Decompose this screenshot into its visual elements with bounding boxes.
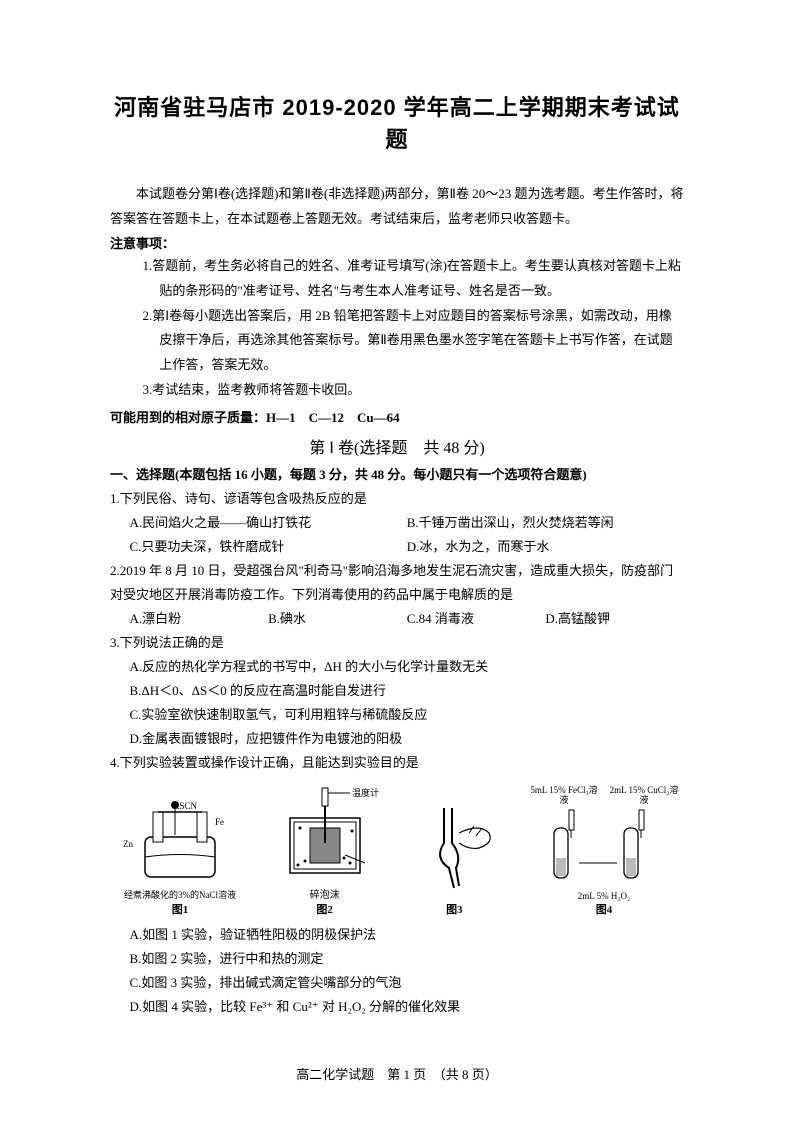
choice-section-heading: 一、选择题(本题包括 16 小题，每题 3 分，共 48 分。每小题只有一个选项… bbox=[110, 464, 684, 483]
test-tubes-icon bbox=[529, 808, 679, 888]
exam-page: 河南省驻马店市 2019-2020 学年高二上学期期末考试试题 本试题卷分第Ⅰ卷… bbox=[0, 0, 794, 1123]
question-1-options: A.民间焰火之最——确山打铁花 B.千锤万凿出深山，烈火焚烧若等闲 C.只要功夫… bbox=[110, 511, 684, 559]
q3-option-b: B.ΔH＜0、ΔS＜0 的反应在高温时能自发进行 bbox=[130, 679, 685, 703]
question-3-options: A.反应的热化学方程式的书写中，ΔH 的大小与化学计量数无关 B.ΔH＜0、ΔS… bbox=[110, 655, 684, 751]
question-4-options: A.如图 1 实验，验证牺牲阳极的阴极保护法 B.如图 2 实验，进行中和热的测… bbox=[110, 923, 684, 1019]
notice-item-1: 1.答题前，考生务必将自己的姓名、准考证号填写(涂)在答题卡上。考生要认真核对答… bbox=[159, 254, 684, 303]
fig1-label: 图1 bbox=[110, 901, 250, 917]
q4-option-a: A.如图 1 实验，验证牺牲阳极的阴极保护法 bbox=[130, 923, 685, 947]
fig3-label: 图3 bbox=[399, 901, 509, 917]
fig4-bottom-label: 2mL 5% H₂O₂ bbox=[524, 891, 684, 901]
question-2-stem: 2.2019 年 8 月 10 日，受超强台风"利奇马"影响沿海多地发生泥石流灾… bbox=[110, 559, 684, 607]
notice-heading: 注意事项： bbox=[110, 233, 684, 252]
figure-row: Zn Fe KSCN 经煮沸酸化的3%的NaCl溶液 图1 温度计 bbox=[110, 783, 684, 917]
q4-option-c: C.如图 3 实验，排出碱式滴定管尖嘴部分的气泡 bbox=[130, 971, 685, 995]
figure-3: 图3 bbox=[399, 798, 509, 917]
figure-2: 温度计 碎泡沫 图2 bbox=[265, 783, 385, 917]
svg-text:Fe: Fe bbox=[215, 817, 224, 827]
q2-option-b: B.碘水 bbox=[268, 607, 407, 631]
figure-4: 5mL 15% FeCl₃溶液 2mL 15% CuCl₂溶液 2mL 5% H… bbox=[524, 786, 684, 917]
question-3-stem: 3.下列说法正确的是 bbox=[110, 631, 684, 655]
q3-option-c: C.实验室欲快速制取氢气，可利用粗锌与稀硫酸反应 bbox=[130, 703, 685, 727]
q2-option-c: C.84 消毒液 bbox=[407, 607, 546, 631]
q3-option-d: D.金属表面镀银时，应把镀件作为电镀池的阳极 bbox=[130, 727, 685, 751]
page-title: 河南省驻马店市 2019-2020 学年高二上学期期末考试试题 bbox=[110, 90, 684, 154]
svg-text:温度计: 温度计 bbox=[352, 787, 379, 798]
notice-item-2: 2.第Ⅰ卷每小题选出答案后，用 2B 铅笔把答题卡上对应题目的答案标号涂黑，如需… bbox=[159, 304, 684, 378]
q1-option-d: D.冰，水为之，而寒于水 bbox=[407, 535, 684, 559]
section-1-heading: 第 Ⅰ 卷(选择题 共 48 分) bbox=[110, 434, 684, 458]
question-1-stem: 1.下列民俗、诗句、谚语等包含吸热反应的是 bbox=[110, 487, 684, 511]
q4-option-d: D.如图 4 实验，比较 Fe³⁺ 和 Cu²⁺ 对 H₂O₂ 分解的催化效果 bbox=[130, 995, 685, 1019]
q1-option-c: C.只要功夫深，铁杵磨成针 bbox=[130, 535, 407, 559]
q2-option-d: D.高锰酸钾 bbox=[545, 607, 684, 631]
q4-option-b: B.如图 2 实验，进行中和热的测定 bbox=[130, 947, 685, 971]
fig1-caption-liquid: 经煮沸酸化的3%的NaCl溶液 bbox=[110, 890, 250, 901]
svg-text:Zn: Zn bbox=[123, 839, 133, 849]
fig2-label: 图2 bbox=[265, 901, 385, 917]
apparatus-icon: Zn Fe KSCN bbox=[115, 797, 245, 887]
intro-paragraph: 本试题卷分第Ⅰ卷(选择题)和第Ⅱ卷(非选择题)两部分，第Ⅱ卷 20～23 题为选… bbox=[110, 182, 684, 231]
notice-item-3: 3.考试结束，监考教师将答题卡收回。 bbox=[159, 378, 684, 403]
q1-option-b: B.千锤万凿出深山，烈火焚烧若等闲 bbox=[407, 511, 684, 535]
page-footer: 高二化学试题 第 1 页 （共 8 页） bbox=[0, 1064, 794, 1083]
burette-icon bbox=[404, 798, 504, 898]
question-4-stem: 4.下列实验装置或操作设计正确，且能达到实验目的是 bbox=[110, 751, 684, 775]
fig4-right-label: 2mL 15% CuCl₂溶液 bbox=[609, 786, 679, 806]
fig2-foam-label: 碎泡沫 bbox=[265, 886, 385, 901]
q3-option-a: A.反应的热化学方程式的书写中，ΔH 的大小与化学计量数无关 bbox=[130, 655, 685, 679]
atomic-mass-line: 可能用到的相对原子质量：H—1 C—12 Cu—64 bbox=[110, 407, 684, 426]
fig4-label: 图4 bbox=[524, 901, 684, 917]
q1-option-a: A.民间焰火之最——确山打铁花 bbox=[130, 511, 407, 535]
q2-option-a: A.漂白粉 bbox=[130, 607, 269, 631]
calorimeter-icon: 温度计 bbox=[270, 783, 380, 883]
figure-1: Zn Fe KSCN 经煮沸酸化的3%的NaCl溶液 图1 bbox=[110, 797, 250, 917]
notice-list: 1.答题前，考生务必将自己的姓名、准考证号填写(涂)在答题卡上。考生要认真核对答… bbox=[110, 254, 684, 402]
question-2-options: A.漂白粉 B.碘水 C.84 消毒液 D.高锰酸钾 bbox=[110, 607, 684, 631]
fig4-left-label: 5mL 15% FeCl₃溶液 bbox=[529, 786, 599, 806]
